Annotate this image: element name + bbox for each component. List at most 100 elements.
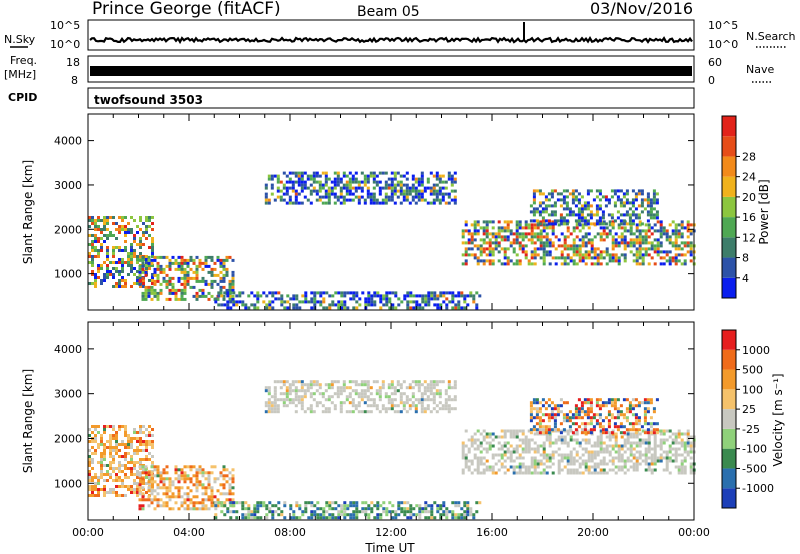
echo-cell <box>683 444 687 448</box>
echo-cell <box>623 441 627 445</box>
echo-cell <box>581 235 585 239</box>
echo-cell <box>213 279 217 283</box>
echo-cell <box>150 474 154 478</box>
echo-cell <box>494 241 498 245</box>
echo-cell <box>509 432 513 436</box>
echo-cell <box>435 183 439 187</box>
echo-cell <box>393 174 397 178</box>
echo-cell <box>151 443 154 446</box>
echo-cell <box>662 250 666 254</box>
echo-cell <box>165 471 169 475</box>
echo-cell <box>300 171 304 175</box>
echo-cell <box>88 479 91 482</box>
echo-cell <box>652 428 656 432</box>
echo-cell <box>295 294 299 298</box>
echo-cell <box>536 471 540 475</box>
echo-cell <box>414 192 418 196</box>
echo-cell <box>638 250 642 254</box>
echo-cell <box>655 192 659 196</box>
echo-cell <box>370 501 374 505</box>
echo-cell <box>572 229 576 233</box>
echo-cell <box>136 243 139 246</box>
echo-cell <box>665 259 669 263</box>
echo-cell <box>354 383 358 387</box>
echo-cell <box>595 207 599 211</box>
echo-cell <box>226 507 230 511</box>
echo-cell <box>587 450 591 454</box>
echo-cell <box>121 261 124 264</box>
echo-cell <box>509 244 513 248</box>
echo-cell <box>464 253 468 257</box>
echo-cell <box>420 383 424 387</box>
echo-cell <box>551 462 555 466</box>
echo-cell <box>213 480 217 484</box>
echo-cell <box>228 498 232 502</box>
echo-cell <box>485 468 489 472</box>
echo-cell <box>336 395 340 399</box>
echo-cell <box>142 479 145 482</box>
echo-cell <box>476 459 480 463</box>
echo-cell <box>548 459 552 463</box>
echo-cell <box>139 246 142 249</box>
echo-cell <box>620 456 624 460</box>
echo-cell <box>647 435 651 439</box>
echo-cell <box>213 261 217 265</box>
echo-cell <box>391 291 395 295</box>
echo-cell <box>432 398 436 402</box>
echo-cell <box>106 479 109 482</box>
echo-cell <box>668 444 672 448</box>
echo-cell <box>309 395 313 399</box>
echo-cell <box>568 207 572 211</box>
echo-cell <box>515 447 519 451</box>
echo-cell <box>544 204 548 208</box>
echo-cell <box>244 303 248 307</box>
echo-cell <box>183 261 187 265</box>
echo-cell <box>321 201 325 205</box>
echo-cell <box>562 222 566 226</box>
echo-cell <box>303 392 307 396</box>
echo-cell <box>586 219 590 223</box>
echo-cell <box>536 447 540 451</box>
echo-cell <box>276 380 280 384</box>
echo-cell <box>619 213 623 217</box>
echo-cell <box>464 429 468 433</box>
echo-cell <box>192 501 196 505</box>
echo-cell <box>469 507 473 511</box>
echo-cell <box>614 465 618 469</box>
echo-cell <box>590 453 594 457</box>
echo-cell <box>554 450 558 454</box>
echo-cell <box>94 425 97 428</box>
echo-cell <box>515 232 519 236</box>
echo-cell <box>512 247 516 251</box>
echo-cell <box>503 262 507 266</box>
echo-cell <box>542 259 546 263</box>
echo-cell <box>414 404 418 408</box>
echo-cell <box>183 480 187 484</box>
echo-cell <box>649 198 653 202</box>
echo-cell <box>644 453 648 457</box>
echo-cell <box>298 504 302 508</box>
echo-cell <box>414 398 418 402</box>
ytick-label: 1000 <box>54 268 82 281</box>
echo-cell <box>343 291 347 295</box>
echo-cell <box>121 219 124 222</box>
echo-cell <box>174 258 178 262</box>
echo-cell <box>213 495 217 499</box>
echo-cell <box>354 186 358 190</box>
echo-cell <box>533 456 537 460</box>
echo-cell <box>327 410 331 414</box>
echo-cell <box>280 294 284 298</box>
echo-cell <box>394 306 398 310</box>
echo-cell <box>590 244 594 248</box>
echo-cell <box>355 507 359 511</box>
echo-cell <box>515 465 519 469</box>
echo-cell <box>438 401 442 405</box>
echo-cell <box>533 235 537 239</box>
echo-cell <box>270 192 274 196</box>
echo-cell <box>201 261 205 265</box>
echo-cell <box>611 462 615 466</box>
echo-cell <box>488 465 492 469</box>
echo-cell <box>315 389 319 393</box>
echo-cell <box>574 213 578 217</box>
echo-cell <box>595 419 599 423</box>
